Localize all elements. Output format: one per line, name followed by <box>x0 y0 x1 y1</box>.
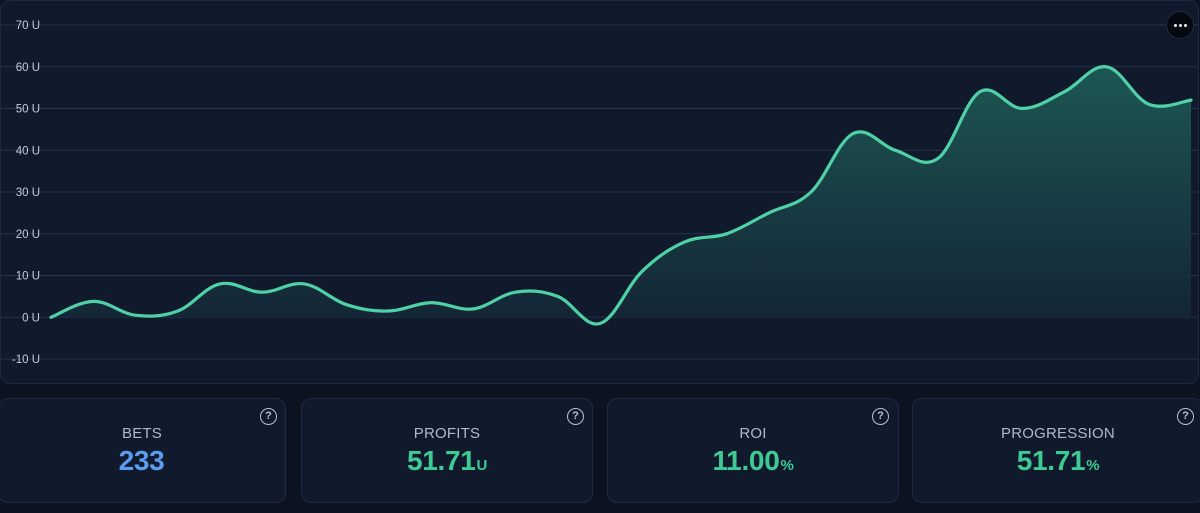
more-horizontal-icon-dot <box>1183 23 1187 27</box>
bets-value-row: 233 <box>0 445 285 477</box>
roi-card: ? ROI 11.00% <box>607 398 899 503</box>
y-tick-label: 40 U <box>16 145 40 157</box>
y-tick-label: -10 U <box>12 354 40 366</box>
profit-area <box>51 66 1191 318</box>
y-axis-ticks: -10 U 0 U 10 U 20 U 30 U 40 U 50 U 60 U 70 U <box>12 20 40 366</box>
profit-chart-panel: -10 U 0 U 10 U 20 U 30 U 40 U 50 U 60 U 70 U <box>0 0 1199 384</box>
roi-label: ROI <box>739 425 767 442</box>
bets-label: BETS <box>122 425 162 442</box>
roi-unit: % <box>780 457 794 474</box>
y-tick-label: 0 U <box>22 312 40 324</box>
bets-card: ? BETS 233 <box>0 398 286 503</box>
y-tick-label: 20 U <box>16 229 40 241</box>
help-icon[interactable]: ? <box>872 408 889 425</box>
progression-unit: % <box>1086 457 1100 474</box>
progression-value: 51.71 <box>1016 445 1086 476</box>
more-horizontal-icon-dot <box>1178 23 1182 27</box>
y-tick-label: 60 U <box>16 62 40 74</box>
profits-card: ? PROFITS 51.71U <box>301 398 593 503</box>
progression-value-row: 51.71% <box>913 445 1200 477</box>
progression-label: PROGRESSION <box>1001 425 1115 442</box>
y-tick-label: 70 U <box>16 20 40 32</box>
profits-label: PROFITS <box>413 425 481 442</box>
help-icon[interactable]: ? <box>567 408 584 425</box>
profits-value-row: 51.71U <box>302 445 592 477</box>
y-tick-label: 10 U <box>16 271 40 283</box>
roi-value-row: 11.00% <box>608 445 898 477</box>
profit-line[interactable] <box>49 65 1193 326</box>
profits-value: 51.71 <box>406 445 476 476</box>
more-horizontal-icon <box>1173 23 1177 27</box>
y-tick-label: 30 U <box>16 187 40 199</box>
y-tick-label: 50 U <box>16 104 40 116</box>
progression-card: ? PROGRESSION 51.71% <box>912 398 1200 503</box>
profit-chart[interactable]: -10 U 0 U 10 U 20 U 30 U 40 U 50 U 60 U 70 U <box>1 1 1199 384</box>
roi-value: 11.00 <box>712 445 780 476</box>
help-icon[interactable]: ? <box>260 408 277 425</box>
profits-unit: U <box>476 457 488 474</box>
bets-value: 233 <box>118 445 165 476</box>
chart-menu-button[interactable] <box>1166 11 1194 39</box>
help-icon[interactable]: ? <box>1177 408 1194 425</box>
